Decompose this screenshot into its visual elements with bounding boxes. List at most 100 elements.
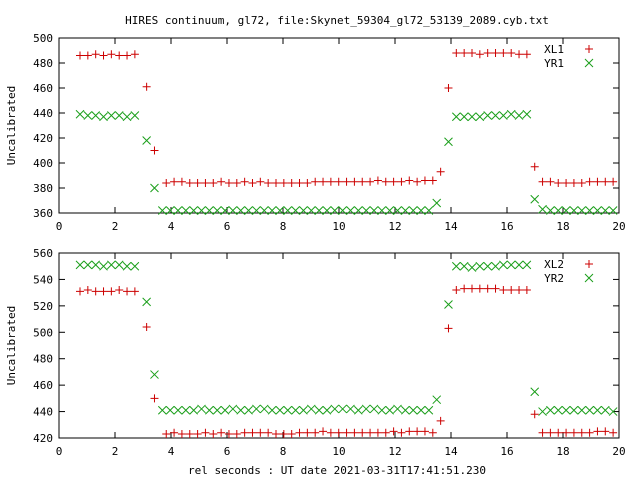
data-point xyxy=(217,428,226,437)
data-point xyxy=(197,206,206,215)
data-point xyxy=(609,177,618,186)
data-point xyxy=(322,405,332,415)
x-tick-label: 6 xyxy=(224,220,231,233)
data-point xyxy=(314,206,324,215)
series-yr1 xyxy=(75,109,618,215)
data-point xyxy=(381,428,390,437)
y-tick-label: 360 xyxy=(33,207,53,220)
y-tick-label: 480 xyxy=(33,353,53,366)
data-point xyxy=(150,146,159,155)
data-point xyxy=(358,177,367,186)
data-point xyxy=(193,430,202,439)
x-tick-label: 8 xyxy=(280,445,287,458)
data-point xyxy=(275,206,285,215)
data-point xyxy=(173,206,183,215)
y-tick-label: 480 xyxy=(33,57,53,70)
x-axis-label: rel seconds : UT date 2021-03-31T17:41:5… xyxy=(188,464,486,477)
data-point xyxy=(283,405,293,415)
data-point xyxy=(91,50,100,59)
data-point xyxy=(369,206,379,215)
data-point xyxy=(468,284,476,293)
data-point xyxy=(275,405,285,415)
y-tick-label: 440 xyxy=(33,107,53,120)
data-point xyxy=(483,49,492,57)
data-point xyxy=(593,206,602,215)
data-point xyxy=(99,51,108,60)
data-point xyxy=(444,84,453,92)
legend-label: XL1 xyxy=(544,43,564,56)
data-point xyxy=(405,427,414,436)
data-point xyxy=(99,112,108,122)
data-point xyxy=(157,405,167,415)
data-point xyxy=(522,260,532,270)
data-point xyxy=(99,287,108,296)
data-point xyxy=(424,206,434,215)
data-point xyxy=(530,162,539,171)
data-point xyxy=(76,287,84,296)
data-point xyxy=(585,405,594,415)
data-point xyxy=(530,387,540,397)
data-point xyxy=(593,177,602,186)
data-point xyxy=(267,405,277,415)
data-point xyxy=(515,286,524,294)
data-point xyxy=(224,430,233,439)
data-point xyxy=(585,260,593,268)
data-point xyxy=(369,404,379,414)
x-tick-label: 0 xyxy=(56,220,63,233)
data-point xyxy=(244,206,253,215)
data-point xyxy=(538,177,547,186)
chart-title: HIRES continuum, gl72, file:Skynet_59304… xyxy=(125,14,549,27)
data-point xyxy=(397,428,406,437)
data-point xyxy=(240,177,249,186)
data-point xyxy=(432,198,442,208)
data-point xyxy=(236,405,246,415)
data-point xyxy=(130,261,140,271)
data-point xyxy=(142,297,151,307)
data-point xyxy=(122,112,132,122)
data-point xyxy=(287,430,296,439)
data-point xyxy=(460,284,469,293)
series-yr2 xyxy=(75,260,618,416)
data-point xyxy=(142,82,151,91)
data-point xyxy=(420,176,429,185)
data-point xyxy=(561,405,571,415)
data-point xyxy=(468,49,476,57)
data-point xyxy=(279,430,288,439)
data-point xyxy=(424,405,434,415)
data-point xyxy=(91,287,100,296)
data-point xyxy=(279,179,288,187)
data-point xyxy=(491,284,500,293)
data-point xyxy=(600,405,610,415)
data-point xyxy=(91,260,101,270)
data-point xyxy=(546,405,555,415)
data-point xyxy=(366,177,375,186)
data-point xyxy=(420,427,429,436)
data-point xyxy=(452,286,461,294)
data-point xyxy=(177,430,186,439)
data-point xyxy=(314,405,324,415)
data-point xyxy=(162,179,171,187)
data-point xyxy=(467,263,477,272)
data-point xyxy=(538,428,547,437)
data-point xyxy=(272,430,280,439)
data-point xyxy=(306,206,316,215)
data-point xyxy=(553,405,563,415)
y-tick-label: 460 xyxy=(33,82,53,95)
data-point xyxy=(444,300,453,309)
data-point xyxy=(416,405,426,415)
data-point xyxy=(361,404,371,414)
data-point xyxy=(123,51,132,60)
data-point xyxy=(408,405,418,415)
data-point xyxy=(291,206,300,215)
data-point xyxy=(256,177,265,186)
data-point xyxy=(393,206,402,215)
data-point xyxy=(170,177,179,186)
legend-label: XL2 xyxy=(544,258,564,271)
data-point xyxy=(522,109,532,119)
x-tick-label: 8 xyxy=(280,220,287,233)
data-point xyxy=(205,206,214,215)
data-point xyxy=(181,206,191,215)
data-point xyxy=(467,112,477,122)
